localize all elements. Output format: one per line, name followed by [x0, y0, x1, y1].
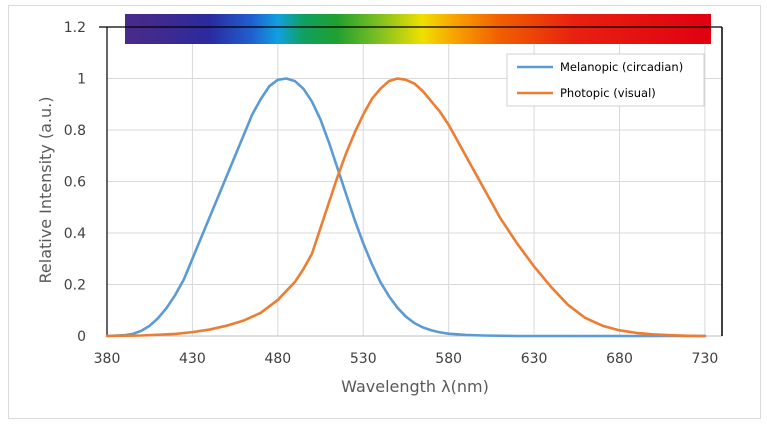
legend-label-melanopic: Melanopic (circadian) — [560, 60, 683, 74]
y-tick-label-0: 0 — [77, 329, 86, 345]
x-tick-label-380: 380 — [94, 351, 121, 367]
x-tick-label-580: 580 — [435, 351, 462, 367]
x-tick-label-480: 480 — [264, 351, 291, 367]
x-axis-title: Wavelength λ(nm) — [341, 377, 489, 396]
y-tick-label-2: 0.4 — [64, 226, 86, 242]
y-tick-label-5: 1 — [77, 72, 86, 88]
y-tick-label-3: 0.6 — [64, 175, 86, 191]
y-axis-title: Relative Intensity (a.u.) — [36, 97, 55, 284]
spectrum-bar — [125, 14, 711, 44]
x-tick-label-630: 630 — [521, 351, 548, 367]
y-tick-label-4: 0.8 — [64, 123, 86, 139]
legend-label-photopic: Photopic (visual) — [560, 86, 656, 100]
y-tick-label-1: 0.2 — [64, 278, 86, 294]
x-tick-label-730: 730 — [692, 351, 719, 367]
legend-box — [506, 53, 705, 107]
legend: Melanopic (circadian) Photopic (visual) — [506, 53, 705, 107]
x-tick-label-430: 430 — [179, 351, 206, 367]
series-line-melanopic — [105, 77, 707, 338]
x-tick-label-680: 680 — [606, 351, 633, 367]
tick-labels: 380 430 480 530 580 630 680 730 0 0.2 0.4 0.6 0.8 1 1.… — [64, 20, 719, 367]
series-line-photopic — [105, 77, 707, 338]
y-tick-label-6: 1.2 — [64, 20, 86, 36]
x-tick-label-530: 530 — [350, 351, 377, 367]
spectrum-bar-group — [125, 14, 711, 44]
series-lines — [105, 77, 707, 338]
